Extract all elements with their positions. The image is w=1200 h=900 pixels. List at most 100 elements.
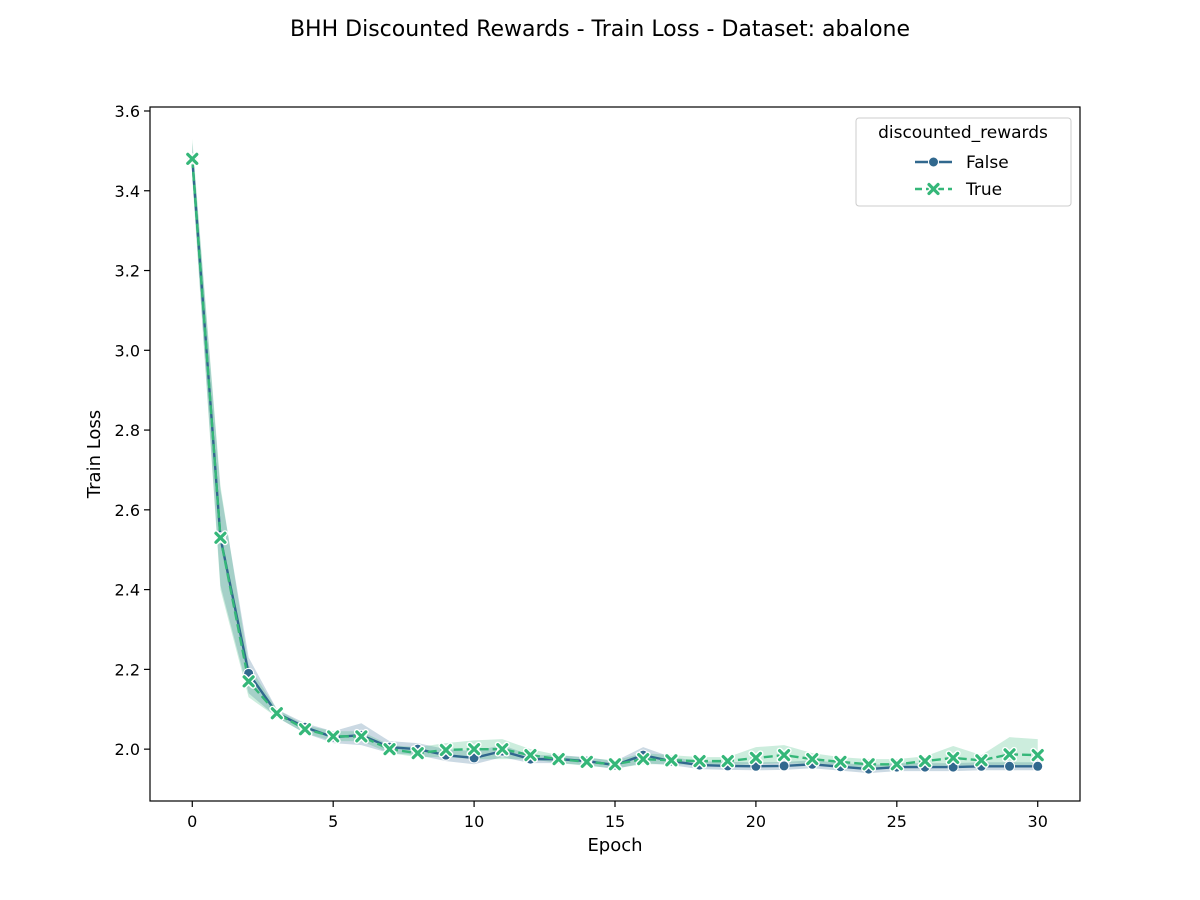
marker-stroke [918, 755, 932, 768]
marker-stroke [608, 758, 622, 771]
legend-box [855, 117, 1072, 207]
legend: discounted_rewards False True [855, 117, 1072, 207]
marker-stroke [467, 743, 481, 756]
data-point [382, 741, 398, 757]
x-axis-label: Epoch [587, 835, 642, 856]
marker-stroke [975, 754, 988, 767]
chart-title: BHH Discounted Rewards - Train Loss - Da… [290, 17, 910, 42]
data-point [832, 754, 848, 770]
confidence-band-0 [192, 142, 1038, 774]
data-point [1004, 760, 1016, 772]
data-point [778, 760, 790, 772]
y-tick-label: 2.4 [115, 581, 140, 600]
legend-label-1: True [965, 180, 1002, 200]
legend-label-0: False [966, 153, 1009, 173]
data-point [861, 756, 877, 772]
data-point [635, 751, 651, 767]
y-tick-label: 3.2 [115, 262, 140, 281]
data-point [466, 741, 482, 757]
marker-stroke [862, 758, 875, 771]
data-point [1002, 746, 1018, 762]
legend-entries: False True [915, 153, 1009, 200]
series-line-0 [191, 158, 1038, 771]
marker-stroke [270, 707, 283, 720]
data-point [212, 530, 228, 546]
data-point [297, 721, 313, 737]
marker-stroke [665, 754, 678, 767]
confidence-bands [192, 138, 1038, 774]
marker-stroke [524, 749, 537, 762]
data-point [1030, 747, 1046, 763]
marker-stroke [749, 751, 763, 765]
x-tick-label: 0 [187, 812, 197, 831]
marker-stroke [214, 531, 227, 544]
data-point [889, 756, 905, 772]
confidence-band-1 [192, 138, 1038, 769]
y-axis-label: Train Loss [84, 410, 105, 499]
x-tick-label: 5 [328, 812, 338, 831]
marker-stroke [411, 747, 424, 760]
data-point [776, 747, 792, 763]
data-point [663, 752, 679, 768]
x-tick-label: 25 [887, 812, 907, 831]
data-point [1032, 760, 1044, 772]
series-line-1 [191, 158, 1038, 766]
legend-title: discounted_rewards [878, 123, 1048, 143]
x-tick-label: 15 [605, 812, 625, 831]
y-axis-ticks: 2.0 2.2 2.4 2.6 2.8 3.0 3.2 3.4 3.6 [115, 102, 150, 759]
y-tick-label: 2.2 [115, 660, 140, 679]
marker-stroke [777, 749, 791, 762]
marker-stroke [806, 753, 819, 766]
data-point [692, 753, 708, 769]
data-point [973, 752, 989, 768]
marker-stroke [1031, 749, 1044, 762]
x-tick-label: 30 [1028, 812, 1048, 831]
series-lines [191, 158, 1038, 771]
data-point [184, 151, 200, 167]
data-point [353, 728, 369, 744]
data-point [748, 750, 764, 766]
data-point [269, 705, 285, 721]
marker-stroke [721, 755, 734, 768]
marker-stroke [834, 755, 847, 769]
data-point [945, 750, 961, 766]
marker-stroke [298, 723, 312, 736]
marker-stroke [496, 743, 509, 756]
legend-marker-0 [928, 156, 939, 168]
data-point [494, 741, 510, 757]
data-point [579, 754, 595, 770]
marker-stroke [383, 743, 396, 756]
x-tick-label: 10 [464, 812, 484, 831]
marker-stroke [693, 755, 706, 768]
data-point [917, 753, 933, 769]
marker-stroke [1003, 748, 1016, 761]
data-point [607, 756, 623, 772]
data-point [410, 745, 426, 761]
y-tick-label: 3.6 [115, 102, 140, 121]
legend-marker-1 [926, 181, 941, 197]
plot-frame [149, 106, 1081, 802]
y-tick-label: 2.8 [115, 421, 140, 440]
y-tick-label: 2.6 [115, 501, 140, 520]
marker-stroke [947, 751, 960, 765]
y-tick-label: 3.4 [115, 182, 140, 201]
marker-stroke [439, 743, 453, 757]
x-tick-label: 20 [746, 812, 766, 831]
x-axis-ticks: 0 5 10 15 20 25 30 [187, 801, 1048, 831]
marker-stroke [327, 730, 340, 743]
marker-stroke [355, 730, 368, 743]
data-point [720, 753, 736, 769]
data-point [551, 751, 567, 767]
data-point [438, 742, 454, 758]
marker-stroke [890, 758, 903, 771]
marker-stroke [242, 675, 255, 688]
marker-stroke [186, 152, 199, 165]
series-markers [184, 151, 1046, 775]
marker-stroke [637, 753, 650, 766]
marker-stroke [927, 182, 940, 196]
data-point [241, 673, 257, 689]
y-tick-label: 3.0 [115, 341, 140, 360]
marker-stroke [580, 755, 593, 769]
data-point [325, 728, 341, 744]
